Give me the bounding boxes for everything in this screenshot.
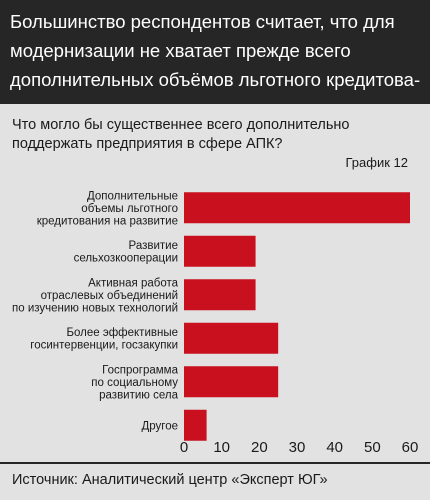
x-tick-label-5: 50 (364, 439, 381, 456)
chart-header: Большинство респондентов считает, что дл… (0, 0, 430, 104)
bar-4 (184, 366, 279, 398)
graph-number-label: График 12 (345, 155, 409, 170)
header-line-2: модернизации не хватает прежде всего (10, 40, 351, 61)
x-tick-label-2: 20 (251, 439, 268, 456)
bar-chart: Дополнительные объемы льготного кредитован… (12, 190, 419, 456)
bar-3 (184, 322, 279, 354)
x-tick-label-3: 30 (289, 439, 306, 456)
bar-2 (184, 279, 256, 311)
category-label-0: Дополнительные объемы льготного кредитован… (37, 190, 178, 227)
bar-0 (184, 192, 410, 224)
category-label-5: Другое (141, 420, 178, 432)
x-tick-label-0: 0 (180, 439, 188, 456)
category-label-1: Развитие сельхозкооперации (74, 240, 178, 265)
source-footer: Источник: Аналитический центр «Эксперт Ю… (0, 462, 430, 500)
category-label-2: Активная работа отраслевых объединений по … (12, 277, 179, 314)
x-tick-label-4: 40 (326, 439, 343, 456)
question-line-1: Что могло бы существеннее всего дополнит… (12, 117, 350, 133)
question-line-2: поддержать предприятия в сфере АПК? (12, 136, 283, 152)
category-label-3: Более эффективные госинтервенции, госзаку… (30, 327, 178, 352)
source-text: Источник: Аналитический центр «Эксперт Ю… (12, 472, 328, 488)
header-line-3: дополнительных объёмов льготного кредито… (10, 69, 421, 90)
x-tick-label-6: 60 (402, 439, 419, 456)
x-tick-label-1: 10 (213, 439, 230, 456)
bar-1 (184, 235, 256, 267)
category-label-4: Госпрограмма по социальному развитию села (91, 364, 178, 401)
header-line-1: Большинство респондентов считает, что дл… (10, 11, 395, 32)
chart-question: Что могло бы существеннее всего дополнит… (12, 116, 349, 154)
bar-5 (184, 409, 207, 441)
